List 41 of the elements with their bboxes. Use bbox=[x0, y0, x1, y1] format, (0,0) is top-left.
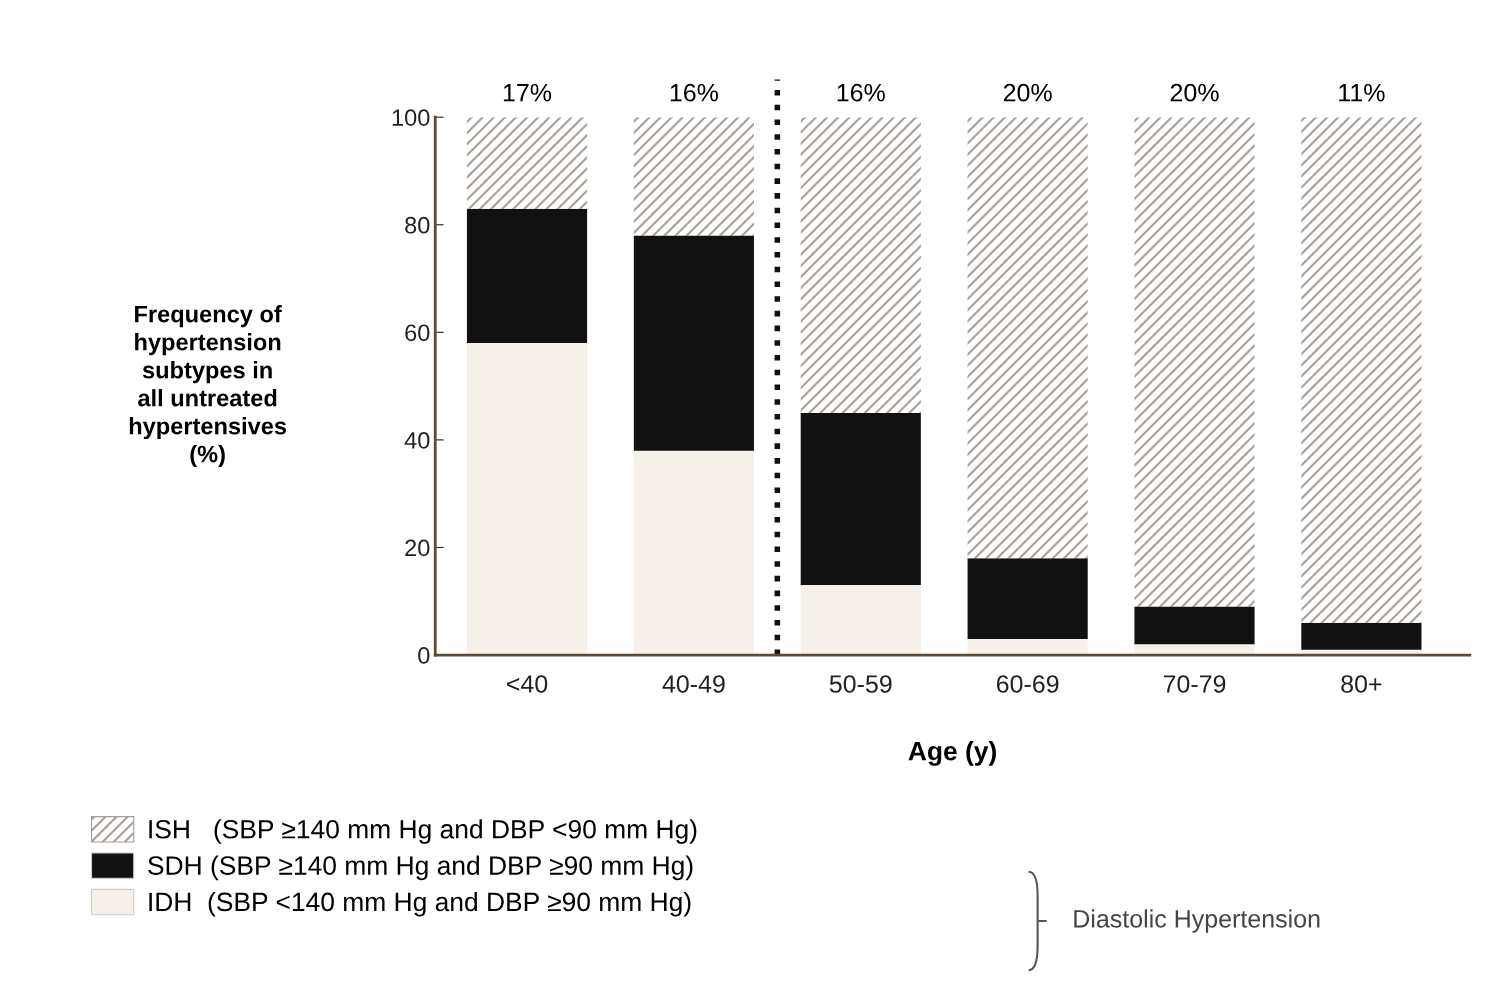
bar bbox=[800, 585, 921, 656]
text: 20% bbox=[1170, 83, 1219, 102]
bar bbox=[1134, 117, 1255, 607]
bar bbox=[967, 117, 1088, 559]
x-tick-label: 40-49 bbox=[662, 675, 725, 693]
y-tick-label: 100 bbox=[392, 109, 430, 126]
y-tick-label: 0 bbox=[418, 647, 430, 664]
bar bbox=[1301, 622, 1422, 650]
bar bbox=[1134, 606, 1255, 645]
bar bbox=[967, 558, 1088, 639]
y-tick-label: 60 bbox=[405, 324, 430, 342]
bar bbox=[800, 117, 921, 414]
text: 11% bbox=[1339, 83, 1385, 102]
y-tick-label: 40 bbox=[404, 431, 430, 449]
bar bbox=[633, 450, 754, 656]
bar bbox=[466, 117, 588, 209]
y-axis-title: Frequency of hypertension subtypes in all untreated hypertensives (%) bbox=[129, 305, 287, 468]
legend-label: IDH (SBP <140 mm Hg and DBP ≥90 mm Hg) bbox=[149, 891, 691, 917]
text: 16% bbox=[670, 83, 719, 102]
x-tick-label: 50-59 bbox=[829, 675, 892, 693]
x-tick-label: 60-69 bbox=[996, 675, 1059, 693]
x-tick-label: <40 bbox=[507, 675, 548, 693]
bar bbox=[633, 235, 754, 451]
y-tick-label: 20 bbox=[405, 539, 430, 557]
bar bbox=[967, 638, 1088, 656]
bar bbox=[1134, 644, 1255, 656]
text: 17% bbox=[503, 83, 552, 102]
x-tick-label: 80+ bbox=[1341, 675, 1382, 693]
bar bbox=[466, 208, 588, 344]
y-tick-label: 80 bbox=[405, 216, 430, 234]
legend-label: SDH (SBP ≥140 mm Hg and DBP ≥90 mm Hg) bbox=[148, 855, 693, 881]
bar bbox=[1301, 117, 1422, 623]
bar bbox=[633, 117, 754, 236]
text: Diastolic Hypertension bbox=[1074, 909, 1320, 933]
legend-label: ISH (SBP ≥140 mm Hg and DBP <90 mm Hg) bbox=[149, 819, 697, 844]
x-axis-title: Age (y) bbox=[908, 741, 996, 766]
bar bbox=[466, 343, 588, 656]
x-tick-label: 70-79 bbox=[1163, 675, 1226, 693]
bar bbox=[800, 413, 921, 586]
text: 16% bbox=[837, 83, 885, 102]
text: 20% bbox=[1003, 83, 1052, 102]
